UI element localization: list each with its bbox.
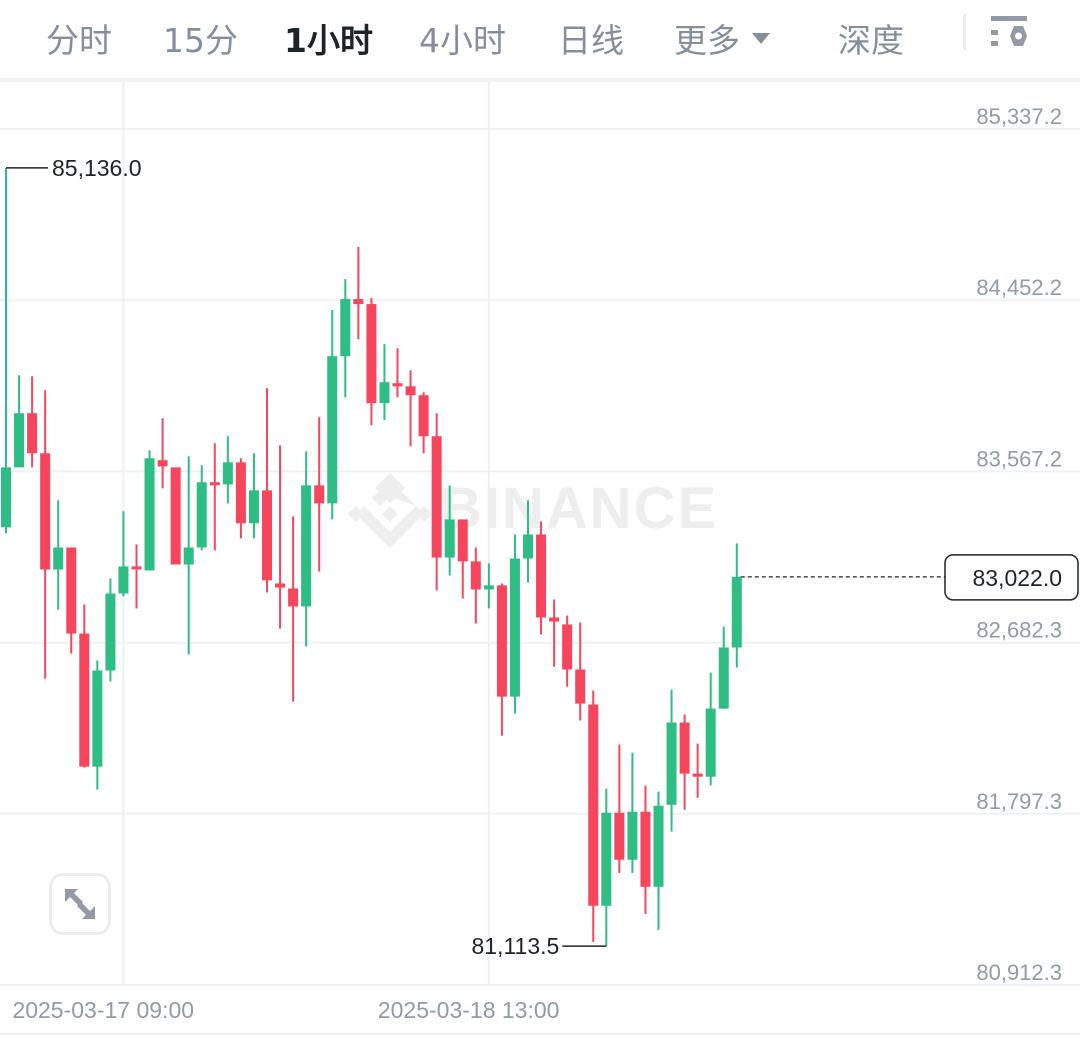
candle-body <box>496 585 507 697</box>
candle-body <box>79 633 90 767</box>
divider <box>963 14 966 50</box>
tab-4h[interactable]: 4小时 <box>419 21 506 60</box>
candle-body <box>196 482 207 548</box>
candle-body <box>731 576 742 648</box>
tab-more[interactable]: 更多 <box>674 14 770 62</box>
low-price-label: 81,113.5 <box>471 933 559 959</box>
candle-body <box>444 519 455 558</box>
candle-body <box>92 670 103 767</box>
candle-body <box>288 588 299 607</box>
candle-body <box>405 386 416 396</box>
interval-tabs: 分时 15分 1小时 4小时 日线 更多 深度 <box>0 0 1080 82</box>
y-tick-label: 80,912.3 <box>976 960 1062 985</box>
y-tick-label: 81,797.3 <box>976 789 1062 814</box>
y-tick-label: 84,452.2 <box>976 275 1062 300</box>
candle-body <box>131 566 142 570</box>
candle-body <box>549 617 560 622</box>
candle-body <box>183 547 194 565</box>
last-price-box <box>944 554 1079 601</box>
candle-body <box>144 458 155 571</box>
candle-body <box>692 773 703 777</box>
tab-depth[interactable]: 深度 <box>838 21 904 60</box>
candle-body <box>105 593 116 671</box>
candle-body <box>353 299 364 305</box>
candle-body <box>575 669 586 704</box>
candle-body <box>705 708 716 777</box>
tab-more-label: 更多 <box>674 21 740 60</box>
caret-down-icon <box>752 33 770 44</box>
candle-body <box>66 547 77 634</box>
candle-body <box>262 490 272 581</box>
candle-body <box>301 485 312 607</box>
candle-body <box>379 382 390 404</box>
high-price-label: 85,136.0 <box>52 155 142 181</box>
candle-body <box>170 467 181 565</box>
candle-body <box>614 812 625 860</box>
tab-1h[interactable]: 1小时 <box>284 21 373 60</box>
candle-body <box>366 304 377 404</box>
candle-body <box>457 519 468 562</box>
candle-body <box>718 647 729 709</box>
candle-body <box>392 383 403 387</box>
candle-body <box>601 812 612 906</box>
chart-settings-icon[interactable] <box>990 15 1028 51</box>
candle-body <box>536 534 547 618</box>
candle-body <box>248 490 259 524</box>
candle-body <box>53 547 64 570</box>
tab-15m[interactable]: 15分 <box>163 21 238 60</box>
candle-body <box>157 460 168 467</box>
candle-body <box>640 811 651 887</box>
candle-body <box>666 722 677 805</box>
candle-body <box>562 624 573 670</box>
expand-arrows-icon <box>65 889 95 919</box>
y-tick-label: 83,567.2 <box>976 446 1062 471</box>
candle-body <box>679 722 690 774</box>
candle-body <box>40 453 51 570</box>
candle-body <box>209 482 220 486</box>
y-tick-label: 82,682.3 <box>976 618 1062 643</box>
candle-body <box>235 462 246 524</box>
x-tick-label: 2025-03-17 09:00 <box>12 997 194 1023</box>
candle-body <box>340 299 351 357</box>
last-price-label: 83,022.0 <box>972 565 1062 591</box>
candle-body <box>431 436 442 558</box>
candle-body <box>653 805 664 887</box>
tab-time-share[interactable]: 分时 <box>46 21 112 60</box>
tab-1d[interactable]: 日线 <box>558 21 624 60</box>
candle-body <box>509 558 520 697</box>
candle-body <box>470 561 481 590</box>
candle-body <box>314 485 325 504</box>
watermark-text: BINANCE <box>440 476 718 541</box>
candle-body <box>327 356 338 504</box>
candle-body <box>523 534 533 559</box>
binance-watermark-logo <box>348 473 432 548</box>
candle-body <box>483 585 494 590</box>
candle-body <box>627 811 638 860</box>
candle-body <box>27 413 38 454</box>
candle-body <box>418 395 429 437</box>
fullscreen-button[interactable] <box>49 873 111 935</box>
x-tick-label: 2025-03-18 13:00 <box>378 997 560 1023</box>
candle-body <box>588 704 599 906</box>
candle-body <box>14 413 25 468</box>
candle-body <box>1 467 11 528</box>
candle-body <box>275 583 286 588</box>
candle-body <box>222 462 233 485</box>
y-tick-label: 85,337.2 <box>976 104 1062 129</box>
candle-body <box>118 566 129 594</box>
